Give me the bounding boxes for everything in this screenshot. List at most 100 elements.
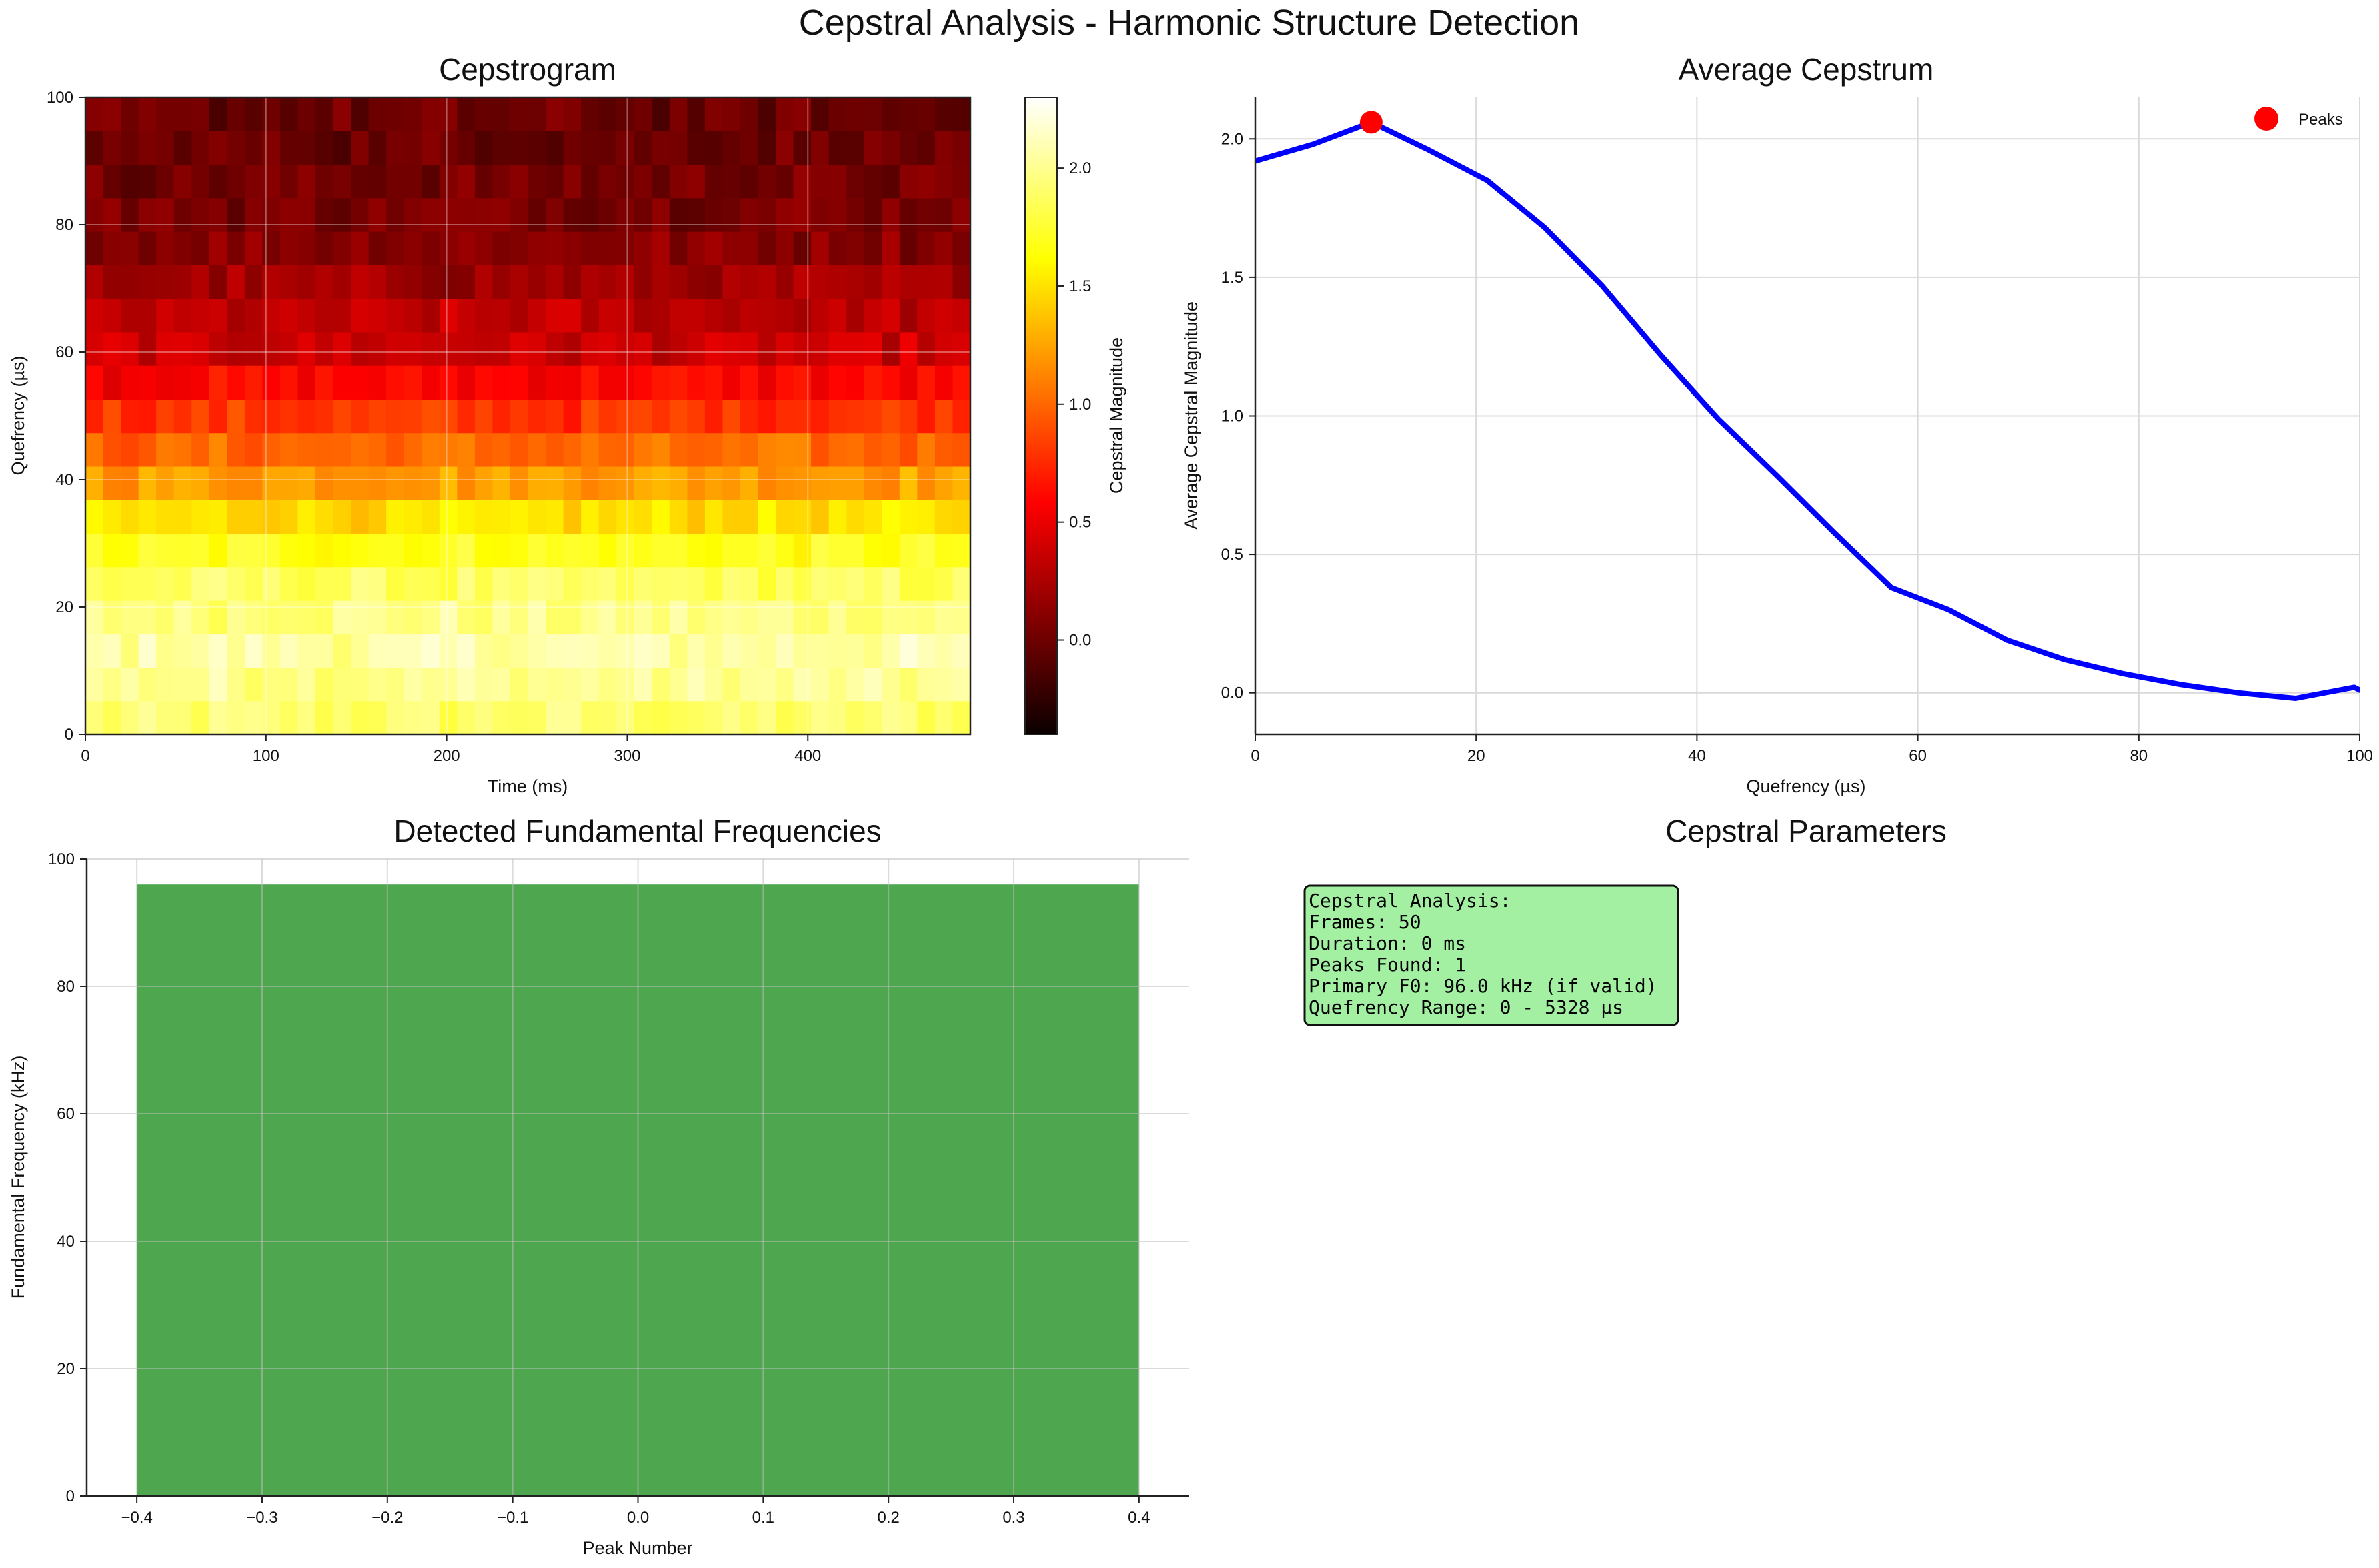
heatmap-cell <box>793 365 812 400</box>
heatmap-x-ticks: 0 100 200 300 400 <box>81 734 821 765</box>
heatmap-cell <box>386 399 405 434</box>
heatmap-cell <box>492 331 511 366</box>
heatmap-cell <box>351 265 369 299</box>
heatmap-cell <box>279 667 299 702</box>
heatmap-cell <box>474 500 494 534</box>
heatmap-cell <box>882 634 900 668</box>
heatmap-cell <box>439 197 458 232</box>
heatmap-cell <box>351 97 369 131</box>
heatmap-cell <box>457 566 476 601</box>
line-y-tick-label: 2.0 <box>1221 130 1243 148</box>
heatmap-cell <box>528 600 546 634</box>
heatmap-cell <box>386 197 405 232</box>
heatmap-cell <box>85 164 104 199</box>
heatmap-cell <box>333 197 351 232</box>
heatmap-cell <box>351 466 369 500</box>
heatmap-cell <box>581 131 600 165</box>
heatmap-cell <box>616 197 635 232</box>
heatmap-cell <box>510 533 529 568</box>
heatmap-cell <box>209 265 227 299</box>
heatmap-cell <box>368 197 387 232</box>
heatmap-cell <box>422 432 440 467</box>
heatmap-cell <box>917 432 936 467</box>
heatmap-cell <box>404 634 422 668</box>
heatmap-cell <box>422 533 440 568</box>
heatmap-cell <box>386 500 405 534</box>
heatmap-cell <box>634 500 652 534</box>
heatmap-cell <box>297 667 316 702</box>
heatmap-cell <box>882 566 900 601</box>
heatmap-cell <box>882 231 900 265</box>
heatmap-cell <box>669 131 688 165</box>
heatmap-cell <box>687 700 706 734</box>
heatmap-cell <box>704 634 724 668</box>
heatmap-cell <box>474 265 494 299</box>
heatmap-cell <box>899 231 918 265</box>
heatmap-cell <box>811 500 830 534</box>
heatmap-cell <box>899 566 918 601</box>
heatmap-cell <box>546 600 564 634</box>
heatmap-cell <box>173 265 192 299</box>
heatmap-cell <box>864 231 882 265</box>
heatmap-cell <box>546 298 564 333</box>
heatmap-cell <box>740 600 759 634</box>
heatmap-cell <box>828 533 847 568</box>
heatmap-cell <box>882 600 900 634</box>
heatmap-cell <box>882 700 900 734</box>
heatmap-cell <box>457 298 476 333</box>
heatmap-cell <box>934 231 954 265</box>
heatmap-cell <box>546 164 564 199</box>
heatmap-cell <box>581 97 600 131</box>
heatmap-cell <box>616 399 635 434</box>
heatmap-cell <box>528 566 546 601</box>
heatmap-cell <box>492 164 511 199</box>
heatmap-y-tick-label: 20 <box>55 598 73 616</box>
heatmap-cell <box>439 298 458 333</box>
heatmap-cell <box>474 97 494 131</box>
heatmap-cell <box>422 265 440 299</box>
heatmap-cell <box>634 197 652 232</box>
heatmap-cell <box>669 432 688 467</box>
parameters-line-6: Quefrency Range: 0 - 5328 µs <box>1309 996 1623 1018</box>
heatmap-cell <box>422 231 440 265</box>
heatmap-cell <box>598 634 617 668</box>
heatmap-cell <box>687 331 706 366</box>
heatmap-cell <box>581 331 600 366</box>
heatmap-cell <box>386 533 405 568</box>
line-x-tick-label: 100 <box>2346 747 2373 765</box>
heatmap-cell <box>297 298 316 333</box>
heatmap-cell <box>864 466 882 500</box>
heatmap-cell <box>917 700 936 734</box>
fundamental-frequencies-ylabel: Fundamental Frequency (kHz) <box>8 1056 28 1299</box>
heatmap-cell <box>262 600 281 634</box>
heatmap-cell <box>368 566 387 601</box>
heatmap-cell <box>528 634 546 668</box>
heatmap-cell <box>173 466 192 500</box>
heatmap-cell <box>740 399 759 434</box>
heatmap-cell <box>528 500 546 534</box>
heatmap-cell <box>156 131 175 165</box>
heatmap-cell <box>244 466 263 500</box>
heatmap-cell <box>156 265 175 299</box>
heatmap-cell <box>368 298 387 333</box>
heatmap-cell <box>581 365 600 400</box>
heatmap-cell <box>368 164 387 199</box>
heatmap-cell <box>121 365 139 400</box>
heatmap-cell <box>652 399 670 434</box>
heatmap-cell <box>652 634 670 668</box>
heatmap-cell <box>404 365 422 400</box>
heatmap-cell <box>244 500 263 534</box>
heatmap-cell <box>492 466 511 500</box>
heatmap-cell <box>279 331 299 366</box>
heatmap-cell <box>156 432 175 467</box>
heatmap-cell <box>386 265 405 299</box>
bar-x-tick-label: 0.1 <box>752 1509 774 1527</box>
heatmap-cell <box>404 533 422 568</box>
heatmap-cell <box>279 500 299 534</box>
heatmap-cell <box>103 466 121 500</box>
heatmap-cell <box>616 298 635 333</box>
heatmap-cell <box>952 600 970 634</box>
heatmap-cell <box>758 265 776 299</box>
heatmap-cell <box>917 197 936 232</box>
heatmap-cell <box>351 331 369 366</box>
